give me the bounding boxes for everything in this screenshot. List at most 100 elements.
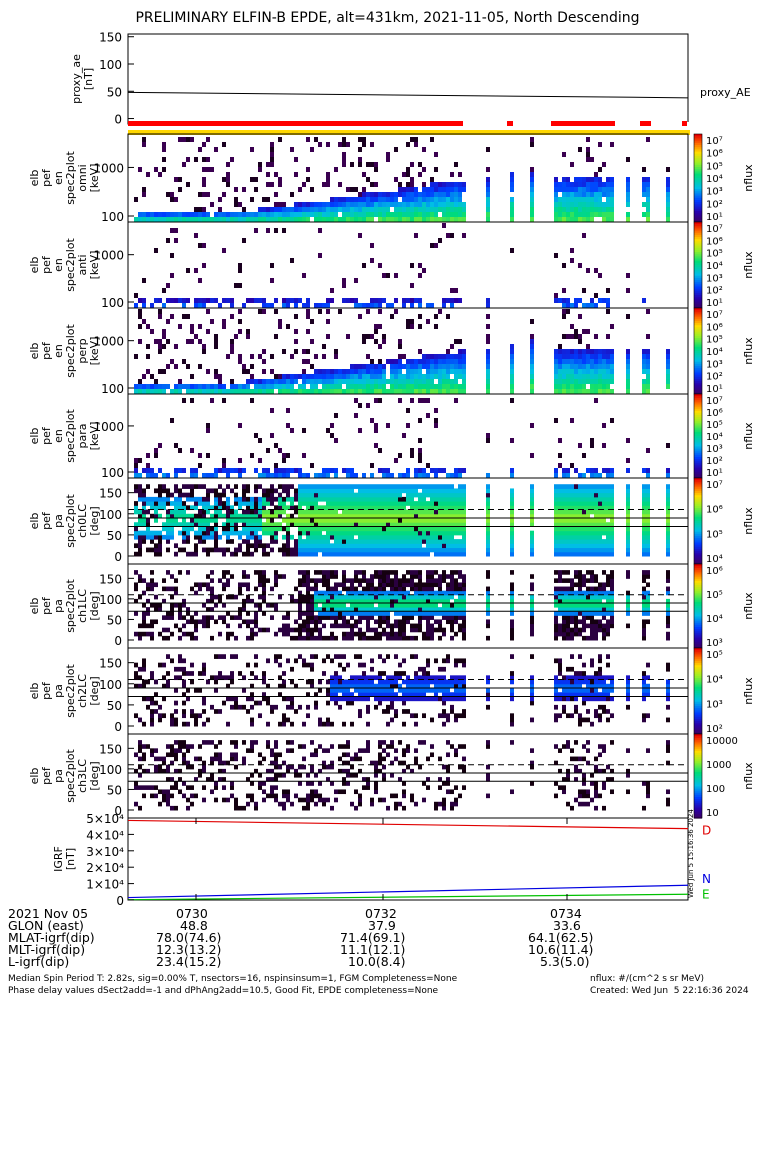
spectrogram-cell bbox=[326, 501, 330, 506]
spectrogram-cell bbox=[430, 543, 434, 548]
spectrogram-cell bbox=[286, 303, 290, 308]
spectrogram-cell bbox=[394, 510, 398, 515]
spectrogram-cell bbox=[226, 636, 230, 641]
spectrogram-cell bbox=[290, 207, 294, 212]
spectrogram-cell bbox=[626, 493, 630, 498]
spectrogram-cell bbox=[298, 298, 302, 303]
spectrogram-cell bbox=[486, 364, 490, 369]
spectrogram-cell bbox=[202, 531, 206, 536]
spectrogram-cell bbox=[562, 192, 566, 197]
spectrogram-cell bbox=[282, 628, 286, 633]
spectrogram-cell bbox=[398, 202, 402, 207]
spectrogram-cell bbox=[642, 611, 646, 616]
spectrogram-cell bbox=[590, 497, 594, 502]
spectrogram-cell bbox=[278, 319, 282, 324]
spectrogram-cell bbox=[434, 526, 438, 531]
spectrogram-cell bbox=[262, 493, 266, 498]
colorbar-tick-label: 10⁴ bbox=[706, 261, 723, 272]
spectrogram-cell bbox=[382, 539, 386, 544]
spectrogram-cell bbox=[398, 636, 402, 641]
spectrogram-cell bbox=[362, 501, 366, 506]
spectrogram-cell bbox=[574, 349, 578, 354]
spectrogram-cell bbox=[390, 314, 394, 319]
spectrogram-cell bbox=[414, 574, 418, 579]
spectrogram-cell bbox=[362, 526, 366, 531]
spectrogram-cell bbox=[562, 374, 566, 379]
spectrogram-cell bbox=[578, 493, 582, 498]
spectrogram-cell bbox=[582, 303, 586, 308]
spectrogram-cell bbox=[222, 615, 226, 620]
spectrogram-cell bbox=[450, 578, 454, 583]
spectrogram-cell bbox=[374, 303, 378, 308]
spectrogram-cell bbox=[390, 632, 394, 637]
spectrogram-cell bbox=[398, 548, 402, 553]
spectrogram-cell bbox=[606, 619, 610, 624]
spectrogram-cell bbox=[246, 636, 250, 641]
spectrogram-cell bbox=[138, 458, 142, 463]
spectrogram-cell bbox=[250, 398, 254, 403]
spectrogram-cell bbox=[426, 574, 430, 579]
spectrogram-cell bbox=[666, 484, 670, 489]
spectrogram-cell bbox=[566, 552, 570, 557]
spectrogram-cell bbox=[406, 319, 410, 324]
spectrogram-cell bbox=[142, 518, 146, 523]
spectrogram-cell bbox=[406, 611, 410, 616]
spectrogram-cell bbox=[418, 611, 422, 616]
spectrogram-cell bbox=[442, 543, 446, 548]
spectrogram-cell bbox=[426, 552, 430, 557]
spectrogram-cell bbox=[198, 324, 202, 329]
spectrogram-cell bbox=[274, 526, 278, 531]
spectrogram-cell bbox=[606, 374, 610, 379]
spectrogram-cell bbox=[646, 531, 650, 536]
spectrogram-cell bbox=[554, 587, 558, 592]
spectrogram-cell bbox=[334, 587, 338, 592]
spectrogram-cell bbox=[570, 582, 574, 587]
spectrogram-cell bbox=[202, 298, 206, 303]
spectrogram-cell bbox=[318, 632, 322, 637]
spectrogram-cell bbox=[174, 624, 178, 629]
spectrogram-cell bbox=[390, 531, 394, 536]
spectrogram-cell bbox=[450, 624, 454, 629]
spectrogram-cell bbox=[134, 587, 138, 592]
spectrogram-cell bbox=[390, 364, 394, 369]
spectrogram-cell bbox=[642, 369, 646, 374]
spectrogram-cell bbox=[274, 207, 278, 212]
spectrogram-cell bbox=[282, 484, 286, 489]
spectrogram-cell bbox=[322, 603, 326, 608]
spectrogram-cell bbox=[386, 615, 390, 620]
spectrogram-cell bbox=[486, 374, 490, 379]
spectrogram-cell bbox=[298, 611, 302, 616]
spectrogram-cell bbox=[262, 384, 266, 389]
spectrogram-cell bbox=[454, 548, 458, 553]
spectrogram-cell bbox=[422, 398, 426, 403]
spectrogram-cell bbox=[146, 705, 150, 710]
spectrogram-cell bbox=[558, 548, 562, 553]
spectrogram-cell bbox=[458, 468, 462, 473]
spectrogram-cell bbox=[510, 632, 514, 637]
panel-frame bbox=[128, 394, 688, 478]
spectrogram-cell bbox=[566, 379, 570, 384]
spectrogram-cell bbox=[402, 615, 406, 620]
spectrogram-cell bbox=[578, 314, 582, 319]
spectrogram-cell bbox=[234, 531, 238, 536]
spectrogram-cell bbox=[438, 182, 442, 187]
spectrogram-cell bbox=[582, 501, 586, 506]
spectrogram-cell bbox=[234, 615, 238, 620]
spectrogram-cell bbox=[578, 574, 582, 579]
spectrogram-cell bbox=[266, 468, 270, 473]
spectrogram-cell bbox=[554, 543, 558, 548]
spectrogram-cell bbox=[486, 624, 490, 629]
spectrogram-cell bbox=[154, 167, 158, 172]
spectrogram-cell bbox=[610, 324, 614, 329]
spectrogram-cell bbox=[594, 535, 598, 540]
spectrogram-cell bbox=[562, 552, 566, 557]
spectrogram-cell bbox=[602, 217, 606, 222]
spectrogram-cell bbox=[418, 453, 422, 458]
spectrogram-cell bbox=[154, 298, 158, 303]
spectrogram-cell bbox=[238, 468, 242, 473]
spectrogram-cell bbox=[386, 423, 390, 428]
spectrogram-cell bbox=[594, 574, 598, 579]
spectrogram-cell bbox=[154, 212, 158, 217]
spectrogram-cell bbox=[246, 212, 250, 217]
spectrogram-cell bbox=[306, 493, 310, 498]
